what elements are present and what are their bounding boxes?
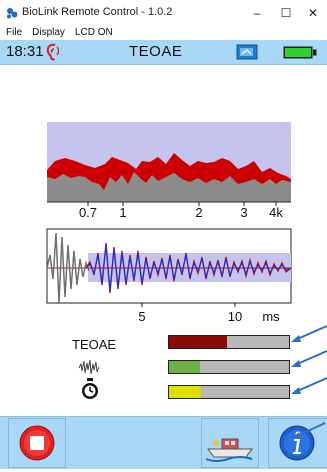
menu-file[interactable]: File bbox=[6, 27, 23, 38]
close-button[interactable]: ✕ bbox=[307, 6, 319, 20]
waveform-tick-label-10: 10 bbox=[228, 309, 242, 324]
spectrum-tick-label-1: 1 bbox=[119, 205, 126, 220]
maximize-button[interactable]: ☐ bbox=[280, 6, 292, 20]
noise-level-bar bbox=[168, 360, 290, 374]
spectrum-noise-area bbox=[47, 172, 291, 202]
menu-display[interactable]: Display bbox=[32, 27, 65, 38]
oae-charts: 0.7 1 2 3 4k 5 10 ms bbox=[46, 122, 292, 324]
screen-icon[interactable] bbox=[236, 44, 258, 60]
battery-icon bbox=[283, 46, 317, 59]
noise-level-fill bbox=[169, 361, 201, 373]
arrow-icon bbox=[291, 325, 327, 342]
menu-lcd-on[interactable]: LCD ON bbox=[74, 27, 113, 38]
arrow-icon bbox=[291, 350, 327, 367]
clock-time: 18:31 bbox=[6, 43, 44, 60]
waveform-tick-label-5: 5 bbox=[138, 309, 145, 324]
minimize-button[interactable]: – bbox=[253, 6, 261, 20]
window-titlebar: BioLink Remote Control - 1.0.2 – ☐ ✕ bbox=[0, 0, 327, 26]
waveform-stimulus-trace bbox=[46, 232, 90, 304]
arrow-icon bbox=[291, 422, 326, 439]
menu-bar: File Display LCD ON bbox=[0, 26, 327, 40]
teoae-level-fill bbox=[169, 336, 227, 348]
info-icon bbox=[279, 425, 315, 461]
time-level-bar bbox=[168, 385, 290, 399]
boat-button[interactable] bbox=[201, 418, 259, 468]
arrow-icon bbox=[291, 377, 327, 394]
noise-waveform-icon bbox=[78, 359, 100, 375]
time-level-fill bbox=[169, 386, 202, 398]
stop-button[interactable] bbox=[8, 418, 66, 468]
stop-icon bbox=[19, 425, 55, 461]
spectrum-tick-label-2: 2 bbox=[195, 205, 202, 220]
bottom-toolbar bbox=[0, 416, 327, 469]
app-icon bbox=[7, 8, 18, 19]
spectrum-tick-label-3: 3 bbox=[240, 205, 247, 220]
device-status-bar: 18:31 TEOAE bbox=[0, 40, 327, 65]
measurement-panel: 0.7 1 2 3 4k 5 10 ms TEOAE bbox=[0, 65, 327, 415]
teoae-level-bar bbox=[168, 335, 290, 349]
teoae-label: TEOAE bbox=[72, 337, 117, 352]
test-mode-title: TEOAE bbox=[129, 43, 183, 60]
spectrum-tick-label-4k: 4k bbox=[269, 205, 283, 220]
window-title: BioLink Remote Control - 1.0.2 bbox=[22, 6, 173, 18]
info-button[interactable] bbox=[268, 418, 327, 468]
stopwatch-icon bbox=[82, 378, 98, 399]
ear-icon bbox=[46, 43, 60, 61]
waveform-trace-b bbox=[85, 244, 292, 292]
spectrum-tick-label-0-7: 0.7 bbox=[79, 205, 97, 220]
boat-icon bbox=[205, 438, 253, 462]
waveform-unit-label: ms bbox=[262, 309, 280, 324]
